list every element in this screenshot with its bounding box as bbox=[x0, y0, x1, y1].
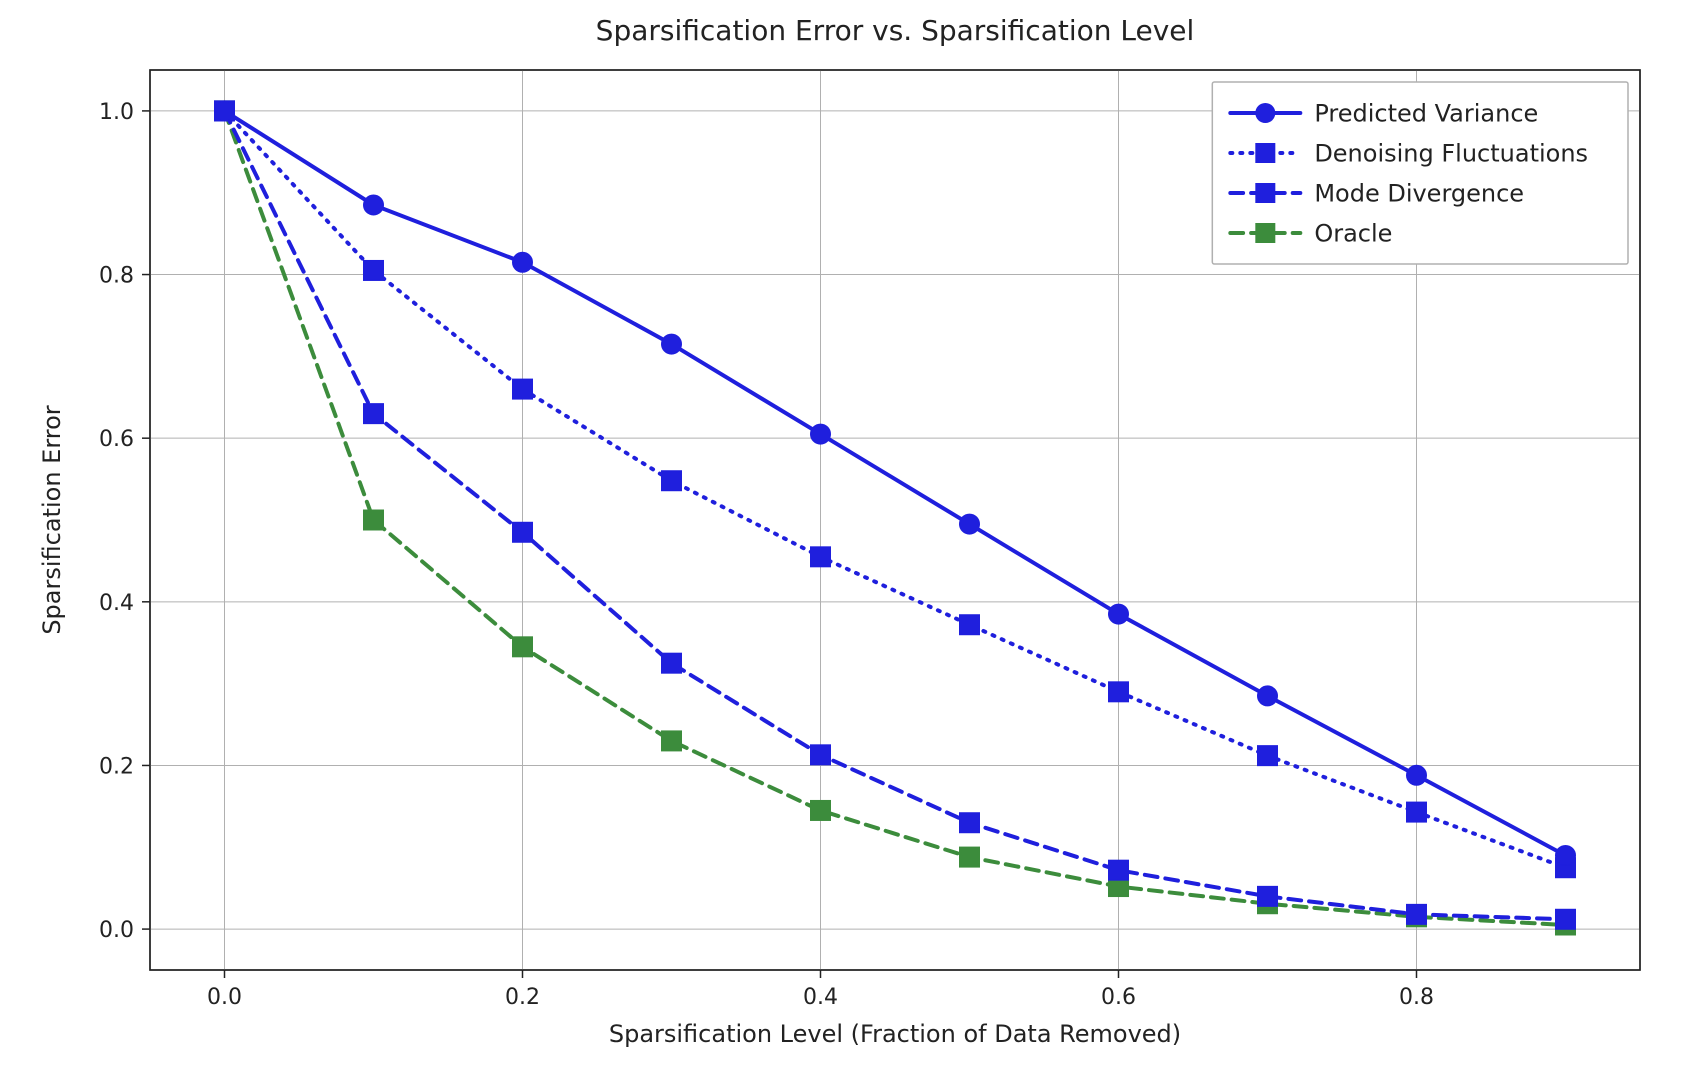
marker-circle bbox=[960, 514, 980, 534]
legend-marker-square bbox=[1255, 143, 1275, 163]
marker-square bbox=[364, 404, 384, 424]
legend-label: Mode Divergence bbox=[1314, 179, 1524, 207]
marker-circle bbox=[364, 195, 384, 215]
marker-circle bbox=[811, 424, 831, 444]
marker-square bbox=[960, 615, 980, 635]
marker-circle bbox=[513, 252, 533, 272]
y-tick-label: 1.0 bbox=[99, 100, 134, 125]
marker-circle bbox=[215, 101, 235, 121]
marker-circle bbox=[662, 334, 682, 354]
marker-square bbox=[364, 260, 384, 280]
marker-square bbox=[811, 745, 831, 765]
marker-square bbox=[960, 813, 980, 833]
marker-circle bbox=[1407, 765, 1427, 785]
marker-square bbox=[364, 510, 384, 530]
y-tick-label: 0.8 bbox=[99, 264, 134, 289]
marker-square bbox=[1258, 746, 1278, 766]
sparsification-chart: 0.0 0.2 0.4 0.6 0.8 0.0 0.2 0.4 0.6 0.8 1.0 Sparsif… bbox=[0, 0, 1704, 1082]
legend-marker-square bbox=[1255, 183, 1275, 203]
x-tick-label: 0.0 bbox=[207, 985, 242, 1010]
legend-marker-square bbox=[1255, 223, 1275, 243]
marker-square bbox=[662, 653, 682, 673]
marker-square bbox=[1407, 802, 1427, 822]
marker-square bbox=[1556, 909, 1576, 929]
y-tick-label: 0.0 bbox=[99, 918, 134, 943]
x-tick-label: 0.4 bbox=[803, 985, 838, 1010]
marker-square bbox=[1109, 860, 1129, 880]
marker-circle bbox=[1109, 604, 1129, 624]
legend-label: Predicted Variance bbox=[1314, 99, 1538, 127]
legend-label: Oracle bbox=[1314, 219, 1392, 247]
marker-square bbox=[513, 379, 533, 399]
marker-square bbox=[960, 847, 980, 867]
chart-title: Sparsification Error vs. Sparsification … bbox=[596, 14, 1195, 47]
x-tick-label: 0.8 bbox=[1399, 985, 1434, 1010]
x-axis-label: Sparsification Level (Fraction of Data R… bbox=[609, 1020, 1181, 1048]
y-axis-label: Sparsification Error bbox=[38, 405, 66, 634]
marker-square bbox=[811, 547, 831, 567]
x-tick-label: 0.2 bbox=[505, 985, 540, 1010]
legend: Predicted Variance Denoising Fluctuations… bbox=[1212, 82, 1628, 264]
y-tick-label: 0.2 bbox=[99, 754, 134, 779]
legend-marker-circle bbox=[1255, 103, 1275, 123]
marker-square bbox=[513, 637, 533, 657]
marker-square bbox=[513, 522, 533, 542]
x-tick-label: 0.6 bbox=[1101, 985, 1136, 1010]
marker-circle bbox=[1258, 686, 1278, 706]
marker-circle bbox=[1556, 845, 1576, 865]
marker-square bbox=[662, 731, 682, 751]
marker-square bbox=[662, 471, 682, 491]
marker-square bbox=[1109, 682, 1129, 702]
y-tick-label: 0.4 bbox=[99, 591, 134, 616]
marker-square bbox=[1407, 904, 1427, 924]
marker-square bbox=[1258, 886, 1278, 906]
marker-square bbox=[811, 800, 831, 820]
y-tick-label: 0.6 bbox=[99, 427, 134, 452]
legend-label: Denoising Fluctuations bbox=[1314, 139, 1588, 167]
chart-svg: 0.0 0.2 0.4 0.6 0.8 0.0 0.2 0.4 0.6 0.8 1.0 Sparsif… bbox=[0, 0, 1704, 1082]
